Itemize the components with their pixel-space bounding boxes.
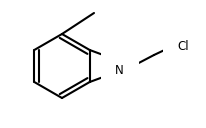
Text: Cl: Cl bbox=[177, 40, 189, 52]
Text: N: N bbox=[115, 64, 124, 77]
Text: O: O bbox=[115, 55, 124, 68]
